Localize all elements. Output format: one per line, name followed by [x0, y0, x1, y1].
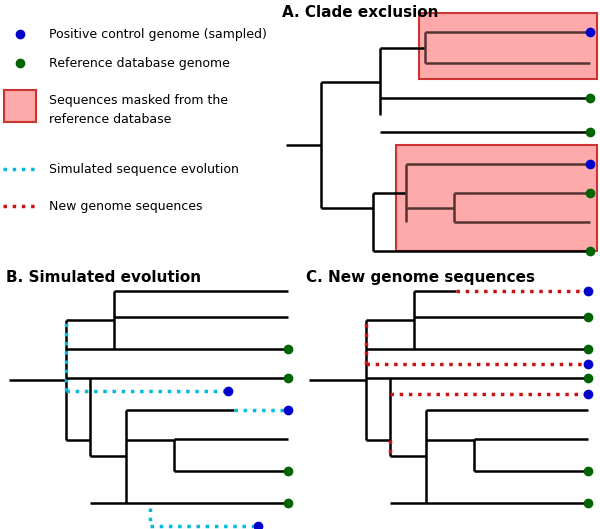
Bar — [419, 13, 597, 79]
Text: reference database: reference database — [49, 113, 172, 125]
Text: Positive control genome (sampled): Positive control genome (sampled) — [49, 28, 267, 41]
Text: Reference database genome: Reference database genome — [49, 57, 230, 70]
Text: New genome sequences: New genome sequences — [49, 200, 202, 213]
Text: Sequences masked from the: Sequences masked from the — [49, 94, 228, 107]
Text: Simulated sequence evolution: Simulated sequence evolution — [49, 163, 239, 176]
Bar — [396, 145, 597, 251]
Text: C. New genome sequences: C. New genome sequences — [306, 270, 535, 285]
Bar — [4, 90, 36, 122]
Text: A. Clade exclusion: A. Clade exclusion — [283, 5, 439, 20]
Text: B. Simulated evolution: B. Simulated evolution — [6, 270, 201, 285]
